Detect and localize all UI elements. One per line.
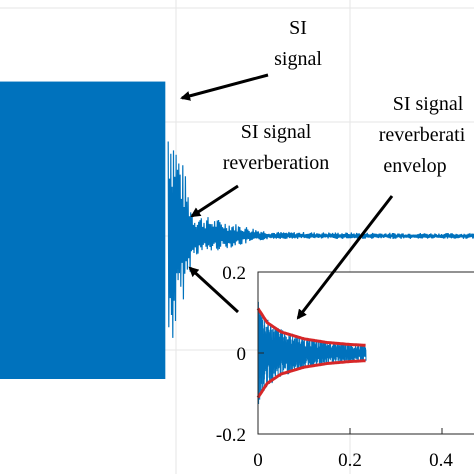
annotation-si-signal-1: SI: [289, 17, 307, 39]
inset-ytick-label: -0.2: [216, 425, 246, 446]
arrow-si-signal: [180, 73, 269, 101]
inset-signal: [257, 301, 367, 405]
annotation-arrows: [180, 73, 394, 320]
inset-ytick-label: 0.2: [222, 263, 246, 284]
inset-envelope: [256, 307, 366, 399]
inset-envelope-lower-line: [256, 359, 366, 399]
annotation-envelope-2: reverberati: [379, 124, 466, 146]
inset-ytick-label: 0: [237, 344, 247, 365]
arrow-envelope: [296, 195, 394, 320]
annotation-envelope-1: SI signal: [393, 93, 464, 115]
signal-block: [0, 81, 166, 379]
inset-axes: 0.2 0 -0.2 0 0.2 0.4: [216, 263, 474, 471]
inset-signal-trace: [257, 301, 367, 405]
inset-xtick-label: 0: [253, 450, 263, 471]
annotation-reverb-2: reverberation: [223, 152, 330, 174]
inset-ticks: [257, 271, 443, 435]
inset-envelope-upper-line: [256, 307, 366, 347]
inset-xtick-label: 0.2: [338, 450, 362, 471]
main-signal: [0, 81, 474, 379]
inset-xtick-label: 0.4: [429, 450, 453, 471]
annotation-si-signal-2: signal: [274, 48, 322, 70]
arrow-reverberation: [190, 184, 239, 218]
annotation-envelope-3: envelop: [383, 155, 446, 177]
annotation-reverb-1: SI signal: [241, 121, 312, 143]
arrow-inset: [188, 266, 240, 314]
